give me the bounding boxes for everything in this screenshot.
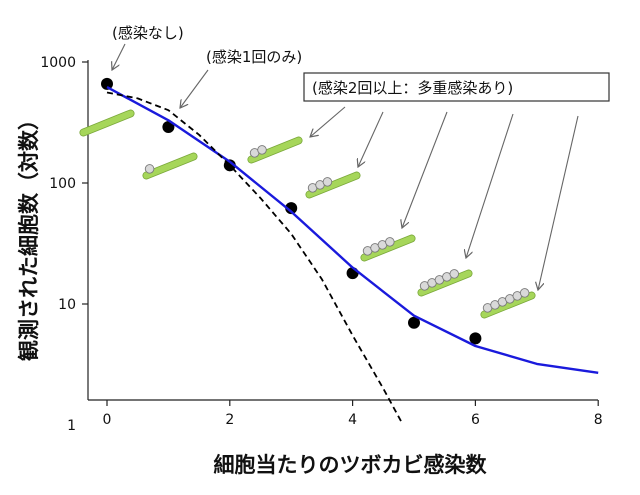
y-tick-label: 1000 xyxy=(40,55,76,71)
x-tick-label: 4 xyxy=(348,412,357,428)
arrow-multi-4 xyxy=(466,113,514,258)
arrow-multi-5 xyxy=(538,115,579,290)
y-tick-label: 1 xyxy=(67,418,76,434)
arrow-no-infection xyxy=(112,43,126,70)
annotation-arrows xyxy=(112,43,579,290)
x-tick-label: 6 xyxy=(471,412,480,428)
x-tick-label: 8 xyxy=(594,412,603,428)
cell-illustration xyxy=(142,152,198,180)
y-tick-label: 10 xyxy=(58,297,76,313)
cell-illustration xyxy=(360,234,416,262)
arrow-multi-2 xyxy=(358,111,384,167)
annotation-multi-box xyxy=(303,72,610,102)
cell-illustration xyxy=(480,288,536,319)
series-layer xyxy=(101,77,599,423)
data-point xyxy=(469,332,482,345)
x-tick-label: 2 xyxy=(225,412,234,428)
cell-illustration xyxy=(79,109,135,137)
data-point xyxy=(285,202,298,215)
fitted-curve-solid xyxy=(106,86,599,374)
x-ticks: 0 2 4 6 8 xyxy=(103,400,603,428)
arrow-single-infection xyxy=(180,69,209,108)
arrow-multi-3 xyxy=(402,111,448,228)
annotation-multi-infection: (感染2回以上：多重感染あり) xyxy=(312,79,513,97)
annotation-no-infection: (感染なし) xyxy=(112,24,184,42)
x-axis-label: 細胞当たりのツボカビ感染数 xyxy=(214,453,488,477)
cell-illustrations xyxy=(79,109,536,319)
x-tick-label: 0 xyxy=(103,412,112,428)
data-point xyxy=(162,121,175,134)
annotation-single-infection: (感染1回のみ) xyxy=(206,48,302,66)
y-tick-label: 100 xyxy=(49,176,76,192)
cell-illustration xyxy=(417,269,473,297)
fitted-curve-dashed xyxy=(106,91,403,423)
data-point xyxy=(408,316,420,329)
data-point xyxy=(101,77,113,90)
y-ticks: 1 10 100 1000 xyxy=(40,55,88,434)
arrow-multi-1 xyxy=(310,106,346,137)
cell-illustration xyxy=(247,136,303,164)
cell-illustration xyxy=(305,171,361,199)
y-axis-label: 観測された細胞数（対数） xyxy=(17,109,41,361)
